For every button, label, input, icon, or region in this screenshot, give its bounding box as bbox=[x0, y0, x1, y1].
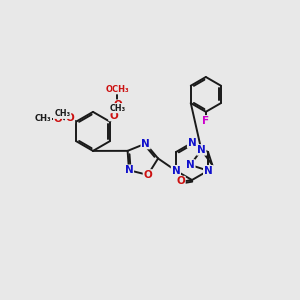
Text: O: O bbox=[113, 100, 122, 110]
Text: N: N bbox=[186, 160, 195, 170]
Text: N: N bbox=[141, 139, 150, 148]
Text: N: N bbox=[197, 145, 206, 155]
Text: O: O bbox=[66, 113, 74, 123]
Text: N: N bbox=[172, 166, 180, 176]
Text: F: F bbox=[202, 116, 209, 126]
Text: CH₃: CH₃ bbox=[110, 103, 126, 112]
Text: OCH₃: OCH₃ bbox=[106, 85, 129, 94]
Text: CH₃: CH₃ bbox=[55, 109, 71, 118]
Text: O: O bbox=[109, 111, 118, 121]
Text: N: N bbox=[204, 166, 212, 176]
Text: O: O bbox=[54, 114, 62, 124]
Text: O: O bbox=[176, 176, 185, 187]
Text: N: N bbox=[124, 165, 133, 175]
Text: CH₃: CH₃ bbox=[35, 114, 51, 123]
Text: O: O bbox=[143, 170, 152, 180]
Text: N: N bbox=[188, 138, 196, 148]
